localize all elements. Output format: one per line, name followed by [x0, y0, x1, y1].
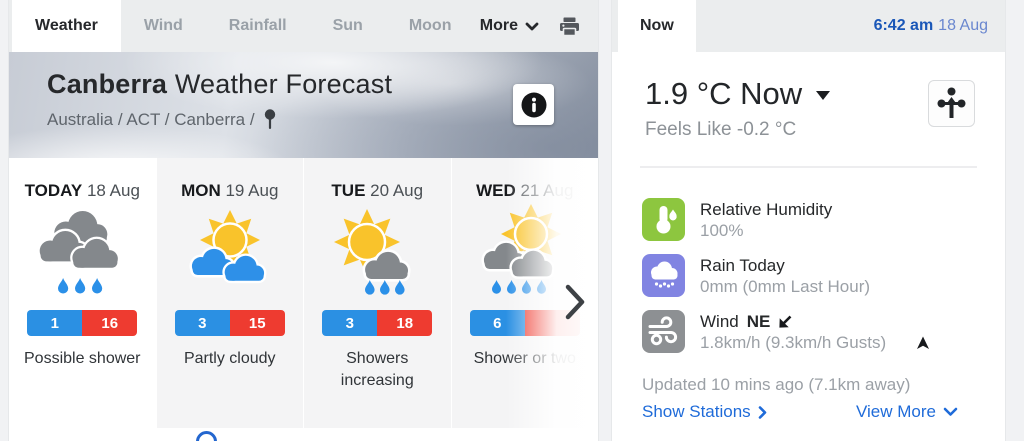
metric-title: Rain Today	[700, 256, 785, 275]
rain-cloud-icon	[642, 254, 685, 297]
tab-wind[interactable]: Wind	[143, 17, 183, 34]
sun-clouds-icon	[157, 204, 304, 304]
metric-value: 100%	[700, 221, 744, 240]
more-label: More	[479, 17, 518, 34]
info-circle-icon	[521, 92, 547, 118]
forecast-card-tue[interactable]: TUE 20 Aug	[303, 158, 451, 428]
current-temp-selector[interactable]: 1.9 °C Now	[645, 76, 1005, 112]
current-time: 6:42 am 18 Aug	[874, 0, 1005, 52]
breadcrumb-text: Australia / ACT / Canberra /	[47, 109, 255, 129]
current-temp-section: 1.9 °C Now Feels Like -0.2 °C	[612, 52, 1005, 141]
forecast-tabbar: Weather Wind Rainfall Sun Moon More	[9, 0, 598, 52]
forecast-card-today[interactable]: TODAY 18 Aug	[9, 158, 156, 428]
chevron-right-icon	[564, 283, 586, 321]
max-temp: 18	[377, 310, 433, 336]
card-description: Shower or two	[473, 350, 576, 367]
chevron-right-small-icon	[758, 405, 767, 419]
temp-range-bar: 1 16	[27, 310, 138, 336]
time-value: 6:42 am	[873, 17, 934, 34]
hero-banner: Canberra Weather Forecast Australia / AC…	[9, 52, 598, 158]
metric-humidity: Relative Humidity 100%	[642, 198, 1005, 241]
tab-moon[interactable]: Moon	[408, 17, 452, 34]
card-description: Possible shower	[24, 350, 141, 367]
breadcrumb[interactable]: Australia / ACT / Canberra /	[47, 109, 598, 130]
max-temp: 16	[82, 310, 138, 336]
min-temp: 3	[322, 310, 378, 336]
rain-clouds-icon	[9, 204, 156, 304]
temp-range-bar: 3 15	[174, 310, 285, 336]
card-description: Showers increasing	[340, 350, 414, 389]
metrics-list: Relative Humidity 100% Rain Today 0mm (0…	[612, 168, 1005, 353]
current-conditions-panel: Now 6:42 am 18 Aug 1.9 °C Now Feels Like…	[612, 0, 1005, 441]
forecast-panel: Weather Wind Rainfall Sun Moon More	[9, 0, 598, 441]
tab-rainfall[interactable]: Rainfall	[228, 17, 287, 34]
weather-station-icon	[936, 87, 967, 121]
chevron-down-small-icon	[943, 407, 958, 417]
links-row: Show Stations View More	[612, 395, 1005, 422]
humidity-thermometer-icon	[642, 198, 685, 241]
wind-swirl-icon	[642, 310, 685, 353]
min-temp: 1	[27, 310, 83, 336]
chevron-down-icon	[525, 22, 539, 31]
wind-direction: NE	[746, 312, 771, 331]
date-value: 18 Aug	[938, 17, 988, 34]
loading-spinner-partial	[196, 431, 217, 441]
card-day-label: MON 19 Aug	[181, 181, 279, 200]
min-temp: 6	[469, 310, 525, 336]
card-day-label: TODAY 18 Aug	[24, 181, 140, 200]
arrow-southwest-icon	[778, 314, 793, 329]
card-description: Partly cloudy	[183, 350, 276, 367]
caret-down-icon	[816, 90, 831, 100]
tab-sun[interactable]: Sun	[332, 17, 363, 34]
metric-value: 1.8km/h (9.3km/h Gusts)	[700, 332, 930, 353]
sun-rain-cloud-icon	[304, 204, 451, 304]
metric-rain: Rain Today 0mm (0mm Last Hour)	[642, 254, 1005, 297]
print-button[interactable]	[543, 0, 598, 52]
min-temp: 3	[174, 310, 230, 336]
current-temp-value: 1.9 °C Now	[645, 76, 803, 111]
feels-like: Feels Like -0.2 °C	[645, 119, 797, 140]
arrow-up-icon	[916, 336, 930, 350]
tab-now[interactable]: Now	[618, 0, 696, 52]
view-more-link[interactable]: View More	[856, 402, 958, 422]
forecast-cards-row: TODAY 18 Aug	[9, 158, 598, 428]
title-rest: Weather Forecast	[167, 69, 393, 99]
updated-status: Updated 10 mins ago (7.1km away)	[642, 375, 911, 394]
printer-icon	[559, 17, 580, 36]
max-temp: 15	[229, 310, 285, 336]
metric-title: Relative Humidity	[700, 200, 833, 219]
section-divider	[640, 166, 977, 168]
location-pin-icon	[264, 109, 276, 130]
card-day-label: TUE 20 Aug	[331, 181, 424, 200]
next-days-button[interactable]	[560, 280, 590, 324]
weather-station-button[interactable]	[928, 80, 975, 127]
more-menu-button[interactable]: More	[476, 0, 543, 52]
show-stations-link[interactable]: Show Stations	[642, 402, 767, 422]
forecast-card-mon[interactable]: MON 19 Aug	[155, 158, 304, 428]
temp-range-bar: 3 18	[322, 310, 433, 336]
tab-weather[interactable]: Weather	[12, 0, 121, 52]
card-day-label: WED 21 Aug	[476, 181, 574, 200]
page-title: Canberra Weather Forecast	[47, 69, 598, 100]
info-button[interactable]	[513, 84, 554, 125]
now-tabbar: Now 6:42 am 18 Aug	[612, 0, 1005, 52]
metric-value: 0mm (0mm Last Hour)	[700, 277, 871, 296]
metric-title: Wind NE	[700, 311, 930, 332]
location-name: Canberra	[47, 69, 168, 99]
metric-wind: Wind NE 1.8km/h (9.3km/h Gusts)	[642, 310, 1005, 353]
